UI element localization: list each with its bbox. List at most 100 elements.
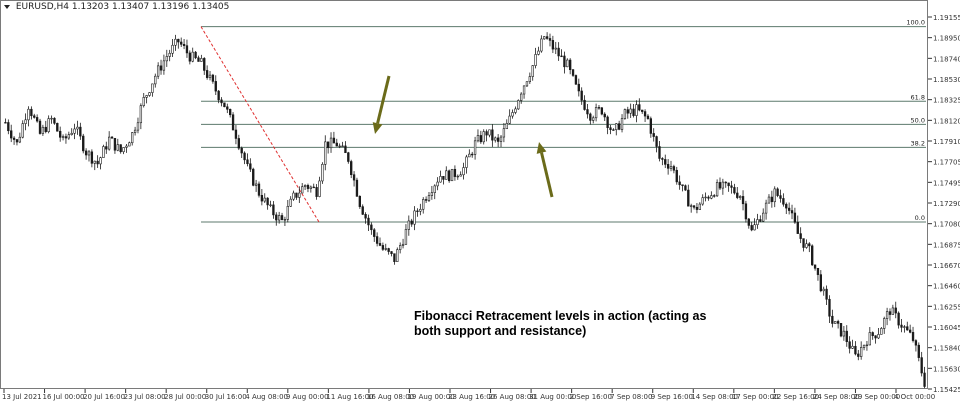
candle xyxy=(399,242,402,254)
candle xyxy=(626,106,629,119)
candle xyxy=(906,321,909,331)
candle xyxy=(113,137,117,154)
candle xyxy=(142,92,145,108)
candle xyxy=(41,124,45,136)
candle xyxy=(79,122,82,140)
candle xyxy=(831,309,834,328)
candle xyxy=(808,242,811,253)
candle xyxy=(672,164,676,174)
candle xyxy=(53,117,56,125)
candle xyxy=(56,122,59,132)
candle xyxy=(427,191,431,203)
candle xyxy=(306,183,310,193)
candle xyxy=(646,114,650,120)
candle xyxy=(27,106,30,127)
candle xyxy=(825,285,828,306)
candle xyxy=(811,244,814,266)
candle xyxy=(839,323,843,338)
candle xyxy=(450,168,454,182)
candle xyxy=(453,165,457,181)
candle xyxy=(18,132,22,144)
candle xyxy=(292,190,295,201)
x-tick-label: 22 Sep 16:00 xyxy=(772,393,819,401)
candle xyxy=(59,126,62,142)
candle xyxy=(226,103,229,114)
candle xyxy=(580,87,583,105)
candle xyxy=(15,139,19,146)
candle xyxy=(468,149,471,158)
candle xyxy=(762,208,765,222)
candle xyxy=(545,32,549,40)
candle xyxy=(805,239,808,249)
candle xyxy=(324,135,327,171)
y-tick-label: 1.19155 xyxy=(933,14,960,22)
candle xyxy=(200,54,203,62)
candle xyxy=(341,141,344,148)
candle xyxy=(569,58,572,75)
fibonacci-layer: 100.0 61.8 50.0 38.2 0.0 xyxy=(200,19,926,223)
candle xyxy=(442,176,445,185)
candle xyxy=(335,138,338,147)
candle xyxy=(139,103,143,130)
candle xyxy=(499,135,503,148)
candle xyxy=(692,205,696,210)
candle xyxy=(105,141,108,154)
candle xyxy=(635,100,638,123)
candle xyxy=(721,178,725,195)
candle xyxy=(557,42,560,61)
candle xyxy=(681,184,684,192)
candle xyxy=(439,170,442,183)
candle xyxy=(741,190,745,211)
y-tick-label: 1.18950 xyxy=(933,35,960,43)
candle xyxy=(868,327,871,346)
candle xyxy=(554,41,557,55)
candle xyxy=(574,74,578,85)
candle xyxy=(914,339,918,352)
candle xyxy=(35,114,39,123)
candle xyxy=(309,185,313,193)
candle xyxy=(350,159,353,179)
x-tick-label: 30 Jul 16:00 xyxy=(205,393,247,401)
candle xyxy=(612,128,615,131)
candle xyxy=(229,108,232,118)
candle xyxy=(753,218,756,231)
candle xyxy=(433,184,436,200)
candle xyxy=(790,204,794,220)
candle xyxy=(865,340,869,351)
candle xyxy=(845,325,848,347)
candle xyxy=(819,270,822,293)
candle xyxy=(70,128,73,136)
candle xyxy=(750,221,753,232)
candle xyxy=(514,106,517,115)
candle xyxy=(50,115,53,124)
candle xyxy=(162,54,166,75)
candle xyxy=(145,94,148,104)
candle xyxy=(289,196,292,207)
candle xyxy=(73,123,76,140)
candle xyxy=(690,203,693,213)
candle xyxy=(888,308,892,321)
candle xyxy=(744,200,748,223)
candle xyxy=(738,195,742,200)
candle xyxy=(773,186,776,208)
candle xyxy=(419,203,422,216)
x-tick-label: 29 Sep 00:00 xyxy=(853,393,900,401)
candle xyxy=(799,227,802,244)
candle xyxy=(119,144,122,154)
candle xyxy=(352,171,356,187)
candle xyxy=(174,34,177,51)
candle xyxy=(571,69,575,77)
candle xyxy=(537,46,540,56)
dropdown-triangle-icon[interactable] xyxy=(4,4,10,9)
candle xyxy=(298,186,301,203)
candle xyxy=(133,126,137,136)
x-tick-label: 13 Jul 2021 xyxy=(2,393,42,401)
candle xyxy=(257,181,261,198)
candle xyxy=(102,144,105,158)
y-tick-label: 1.16460 xyxy=(933,283,960,291)
x-tick-label: 20 Jul 16:00 xyxy=(83,393,125,401)
candle xyxy=(407,215,410,236)
x-tick-label: 23 Jul 08:00 xyxy=(124,393,166,401)
candle xyxy=(494,136,497,143)
